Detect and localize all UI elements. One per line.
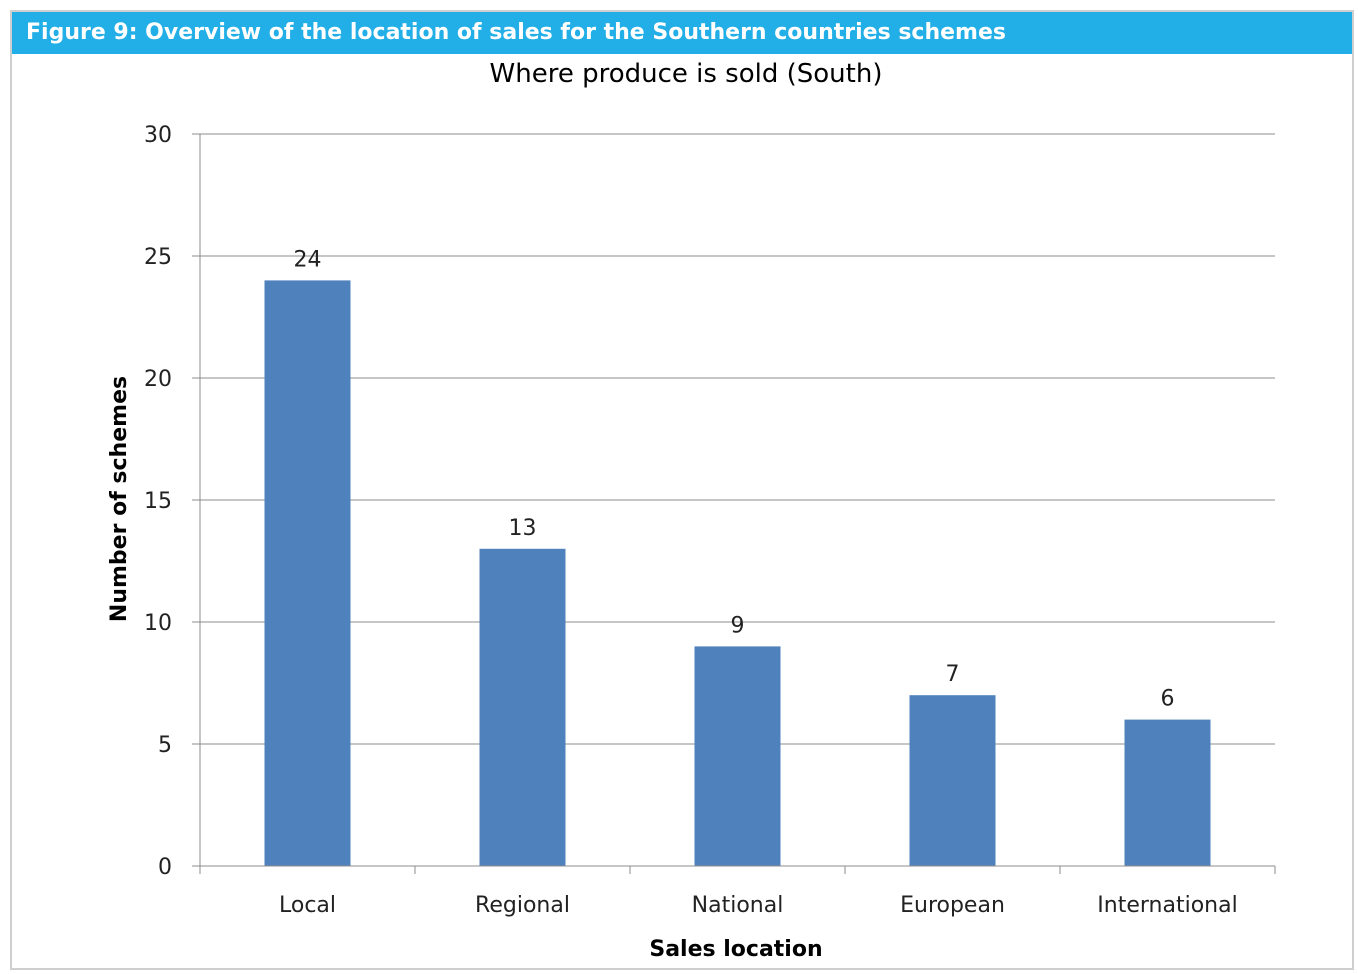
- y-tick-label: 15: [144, 489, 172, 514]
- figure-caption: Figure 9: Overview of the location of sa…: [12, 12, 1352, 54]
- bar-regional: [479, 548, 566, 866]
- y-tick-label: 0: [158, 855, 172, 880]
- data-label: 7: [946, 662, 960, 687]
- bar-international: [1124, 719, 1211, 866]
- y-axis-title: Number of schemes: [107, 376, 132, 622]
- data-label: 24: [294, 247, 322, 272]
- data-label: 13: [509, 516, 537, 541]
- y-tick-label: 25: [144, 245, 172, 270]
- y-axis-ticks: 0 5 10 15 20 25 30: [144, 123, 172, 880]
- data-label: 6: [1161, 687, 1175, 712]
- bar-local: [264, 280, 351, 866]
- y-tick-label: 5: [158, 733, 172, 758]
- y-tick-label: 20: [144, 367, 172, 392]
- figure-frame: Figure 9: Overview of the location of sa…: [10, 10, 1354, 970]
- data-label: 9: [731, 613, 745, 638]
- bars: 24 13 9 7 6: [264, 247, 1211, 866]
- x-axis: Local Regional National European Internation…: [199, 134, 1276, 918]
- bar-national: [694, 646, 781, 866]
- x-tick-label: European: [900, 893, 1005, 918]
- bar-european: [909, 695, 996, 866]
- y-tick-label: 30: [144, 123, 172, 148]
- y-tick-label: 10: [144, 611, 172, 636]
- x-axis-title: Sales location: [649, 937, 822, 962]
- x-tick-label: International: [1097, 893, 1237, 918]
- chart-title: Where produce is sold (South): [490, 59, 883, 89]
- x-tick-label: Regional: [475, 893, 570, 918]
- x-tick-label: Local: [279, 893, 336, 918]
- x-tick-label: National: [692, 893, 784, 918]
